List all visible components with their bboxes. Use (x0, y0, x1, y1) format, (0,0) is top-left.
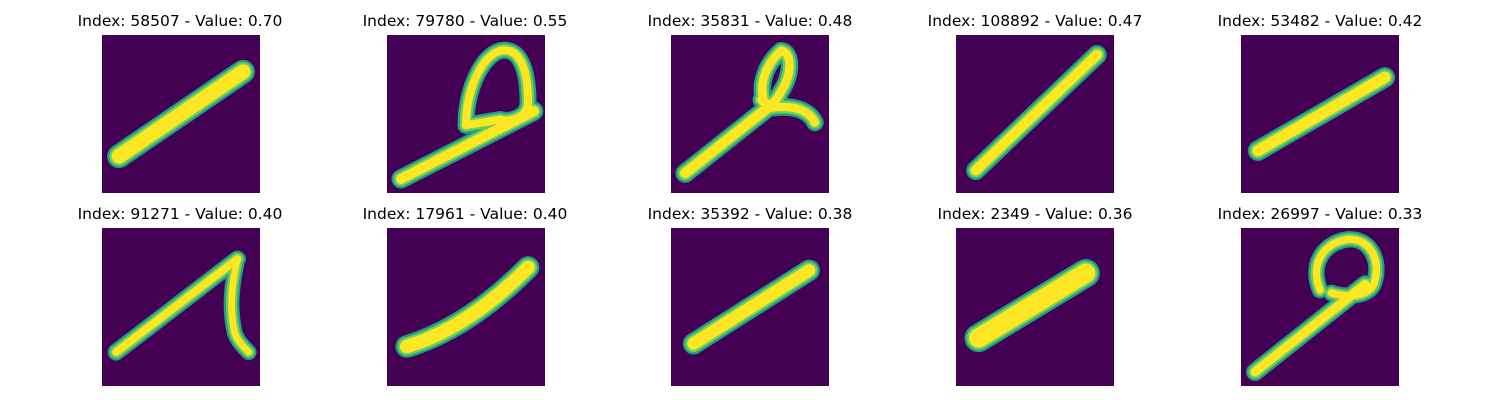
digit-canvas-3 (671, 35, 829, 193)
digit-stroke (757, 46, 794, 113)
digit-stroke (762, 102, 820, 127)
panel-title-4: Index: 108892 - Value: 0.47 (927, 12, 1143, 30)
digit-stroke (462, 115, 504, 130)
digit-canvas-5 (1241, 35, 1399, 193)
digit-stroke (970, 49, 1103, 176)
panel-title-1: Index: 58507 - Value: 0.70 (77, 12, 283, 30)
digit-image-9 (956, 228, 1114, 386)
digit-image-4 (956, 35, 1114, 193)
digit-stroke (462, 46, 533, 130)
digit-canvas-8 (671, 228, 829, 386)
digit-canvas-9 (956, 228, 1114, 386)
digit-canvas-2 (387, 35, 545, 193)
panel-title-7: Index: 17961 - Value: 0.40 (362, 205, 568, 223)
panel-title-8: Index: 35392 - Value: 0.38 (647, 205, 853, 223)
digit-canvas-1 (102, 35, 260, 193)
panel-title-5: Index: 53482 - Value: 0.42 (1217, 12, 1423, 30)
digit-image-7 (387, 228, 545, 386)
digit-canvas-4 (956, 35, 1114, 193)
digit-image-8 (671, 228, 829, 386)
digit-stroke (687, 264, 816, 350)
panel-title-6: Index: 91271 - Value: 0.40 (77, 205, 283, 223)
digit-canvas-10 (1241, 228, 1399, 386)
digit-image-2 (387, 35, 545, 193)
digit-stroke (1312, 235, 1381, 300)
digit-image-10 (1241, 228, 1399, 386)
digit-stroke (399, 260, 535, 354)
panel-title-3: Index: 35831 - Value: 0.48 (647, 12, 853, 30)
panel-title-9: Index: 2349 - Value: 0.36 (937, 205, 1133, 223)
panel-title-10: Index: 26997 - Value: 0.33 (1217, 205, 1423, 223)
digit-image-6 (102, 228, 260, 386)
digit-stroke (1252, 71, 1391, 157)
digit-image-1 (102, 35, 260, 193)
digit-stroke (968, 263, 1096, 348)
digit-canvas-6 (102, 228, 260, 386)
digit-stroke (680, 103, 773, 179)
digit-image-5 (1241, 35, 1399, 193)
digit-stroke (111, 64, 251, 164)
digit-canvas-7 (387, 228, 545, 386)
digit-stroke (228, 255, 253, 356)
digit-stroke (112, 255, 242, 357)
panel-title-2: Index: 79780 - Value: 0.55 (362, 12, 568, 30)
digit-image-3 (671, 35, 829, 193)
